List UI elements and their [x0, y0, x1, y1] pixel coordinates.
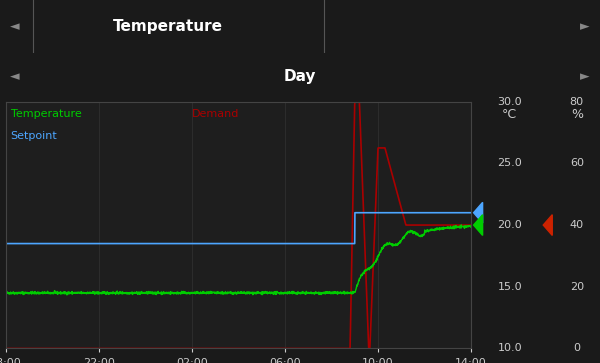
Text: 80: 80 [570, 97, 584, 107]
Text: 20: 20 [570, 282, 584, 292]
Text: 20.0: 20.0 [497, 220, 522, 230]
Text: 15.0: 15.0 [497, 282, 522, 292]
Text: ►: ► [580, 20, 590, 33]
Text: ◄: ◄ [10, 20, 20, 33]
Text: 60: 60 [570, 158, 584, 168]
Text: 10.0: 10.0 [497, 343, 522, 354]
Text: Day: Day [284, 69, 316, 84]
Text: ►: ► [580, 70, 590, 83]
Text: 40: 40 [570, 220, 584, 230]
Text: °C: °C [502, 108, 517, 121]
Polygon shape [473, 215, 482, 236]
Text: 0: 0 [573, 343, 580, 354]
Polygon shape [543, 215, 552, 236]
Text: Temperature: Temperature [113, 19, 223, 34]
Text: Demand: Demand [192, 109, 239, 119]
Polygon shape [473, 202, 482, 223]
Text: 30.0: 30.0 [497, 97, 522, 107]
Text: %: % [571, 108, 583, 121]
Text: Temperature: Temperature [11, 109, 82, 119]
Text: Setpoint: Setpoint [11, 131, 58, 141]
Text: ◄: ◄ [10, 70, 20, 83]
Text: 25.0: 25.0 [497, 158, 522, 168]
